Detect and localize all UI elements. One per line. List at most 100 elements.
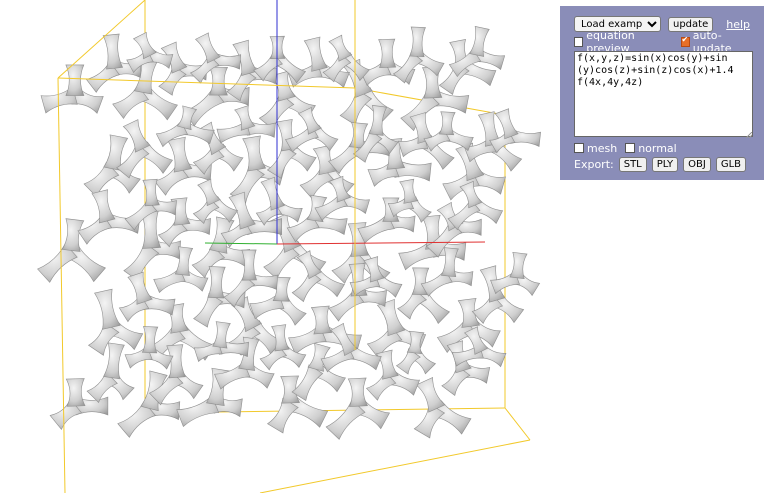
surface-strut [477,111,502,147]
surface-strut [266,144,297,179]
surface-strut [242,135,267,172]
normal-checkbox[interactable] [625,143,636,153]
surface-strut [471,198,504,225]
surface-strut [457,297,481,328]
auto-update-checkbox[interactable] [680,35,690,47]
surface-strut [234,105,256,131]
surface-strut [49,398,83,430]
surface-strut [141,326,159,354]
surface-strut [103,342,125,380]
surface-strut [259,343,288,371]
resize-grip-icon[interactable] [746,132,752,138]
surface-strut [464,326,489,355]
surface-strut [448,48,482,78]
load-example-select[interactable]: Load example... [574,16,661,32]
surface-strut [392,51,424,84]
surface-strut [137,141,174,174]
surface-strut [228,191,256,230]
surface-strut [322,52,352,83]
axis-y [204,242,278,245]
surface-strut [194,32,221,64]
surface-strut [174,246,194,276]
surface-strut [223,274,256,308]
surface-strut [226,68,257,102]
surface-strut [247,218,282,236]
surface-strut [394,159,432,182]
surface-strut [132,31,157,60]
surface-strut [64,243,106,283]
surface-strut [148,370,184,406]
surface-strut [368,105,388,136]
surface-strut [37,243,78,283]
surface-strut [275,294,307,326]
surface-strut [127,271,153,305]
surface-strut [116,143,150,179]
export-glb-button[interactable]: GLB [715,156,747,172]
surface-strut [208,66,229,96]
surface-strut [438,111,456,136]
bounding-box-front [57,0,531,493]
update-button[interactable]: update [668,16,714,32]
surface-strut [311,268,345,298]
surface-strut [441,365,471,397]
axes [204,0,486,245]
surface-strut [241,249,258,281]
surface-strut [266,397,299,434]
mesh-checkbox[interactable] [574,143,584,153]
surface-strut [310,305,333,335]
surface-strut [112,84,150,120]
surface-strut [297,106,322,135]
surface-strut [310,124,339,152]
surface-strut [176,395,220,427]
surface-strut [85,61,120,93]
surface-strut [192,197,220,225]
export-ply-button[interactable]: PLY [651,156,679,172]
export-stl-button[interactable]: STL [618,156,647,172]
surface-strut [413,403,446,439]
surface-strut [291,364,324,402]
surface-strut [272,52,307,84]
surface-strut [415,377,446,413]
surface-strut [103,134,129,171]
surface-strut [347,377,368,407]
surface-strut [157,217,188,248]
surface-strut [106,318,144,351]
export-obj-button[interactable]: OBJ [683,156,711,172]
surface-strut [409,112,434,144]
surface-strut [197,178,221,207]
surface-strut [400,91,440,132]
surface-strut [160,41,188,74]
surface-strut [271,324,290,352]
surface-strut [347,344,382,371]
surface-strut [399,178,419,204]
surface-strut [459,180,483,209]
surface-strut [509,251,528,279]
control-panel: Load example... update help equation pre… [560,6,764,180]
surface-strut [207,266,226,299]
surface-strut [328,175,352,203]
surface-strut [469,26,490,57]
mesh-label: mesh [587,141,618,155]
surface-strut [213,143,244,172]
axis-x [276,241,486,245]
surface-strut [86,371,118,404]
surface-strut [158,64,187,96]
surface-strut [494,108,519,140]
surface-strut [87,321,120,356]
surface-strut [75,396,109,416]
equation-input[interactable] [574,51,753,137]
surface-strut [365,370,397,401]
surface-strut [142,178,160,207]
surface-strut [166,344,186,379]
help-link[interactable]: help [726,17,750,31]
equation-preview-checkbox[interactable] [574,37,584,47]
surface-strut [94,288,121,330]
surface-strut [296,250,323,280]
isosurface-mesh [37,26,541,440]
surface-strut [248,272,279,290]
surface-strut [303,36,328,72]
surface-strut [65,378,86,407]
surface-strut [471,293,504,325]
surface-strut [155,120,188,148]
